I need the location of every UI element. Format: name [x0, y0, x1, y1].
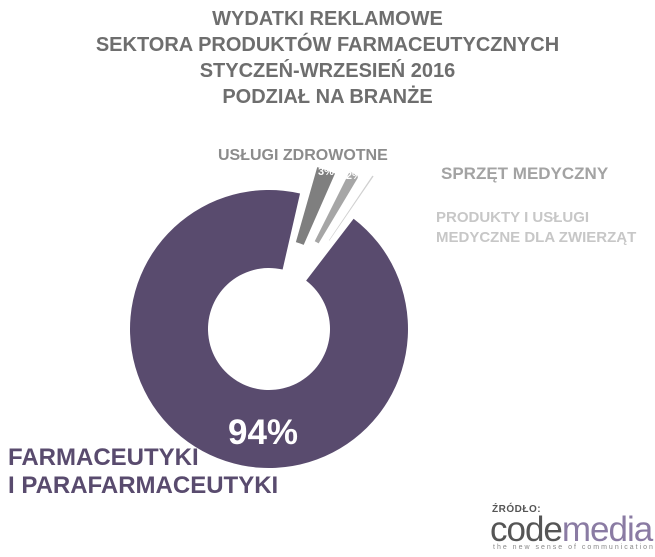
slice-label-sprzet-medyczny: SPRZĘT MEDYCZNY: [441, 164, 609, 183]
slice-label-farmaceutyki: FARMACEUTYKI I PARAFARMACEUTYKI: [8, 444, 278, 500]
title-line-4: PODZIAŁ NA BRANŻE: [222, 86, 433, 108]
slice-label-farmaceutyki-line-2: I PARAFARMACEUTYKI: [8, 472, 279, 499]
slice-value-label-2: 2%: [346, 170, 362, 182]
slice-value-label-farmaceutyki: 94%: [228, 413, 299, 452]
slice-1: [295, 167, 336, 245]
source-label: ŹRÓDŁO:: [492, 504, 542, 515]
logo-text-code: code: [490, 510, 563, 549]
slice-3: [328, 175, 374, 241]
logo-text-media: media: [561, 510, 653, 549]
logo-tagline: the new sense of communication: [493, 544, 655, 551]
title-line-1: WYDATKI REKLAMOWE: [212, 8, 443, 30]
slice-value-label-1: 3%: [318, 166, 334, 178]
slice-0: [129, 190, 408, 469]
title-line-3: STYCZEŃ-WRZESIEŃ 2016: [199, 60, 456, 82]
slice-label-zwierzeta-line-1: PRODUKTY I USŁUGI: [436, 209, 590, 226]
slice-label-zwierzeta: PRODUKTY I USŁUGI MEDYCZNE DLA ZWIERZĄT: [436, 208, 636, 248]
chart-title: WYDATKI REKLAMOWE SEKTORA PRODUKTÓW FARM…: [0, 6, 655, 110]
slice-label-uslugi-zdrowotne: USŁUGI ZDROWOTNE: [218, 147, 388, 164]
source-logo: codemedia: [490, 510, 653, 550]
title-line-2: SEKTORA PRODUKTÓW FARMACEUTYCZNYCH: [95, 34, 560, 56]
slice-label-zwierzeta-line-2: MEDYCZNE DLA ZWIERZĄT: [436, 229, 637, 246]
slice-label-farmaceutyki-line-1: FARMACEUTYKI: [8, 444, 199, 471]
slice-2: [314, 171, 359, 244]
